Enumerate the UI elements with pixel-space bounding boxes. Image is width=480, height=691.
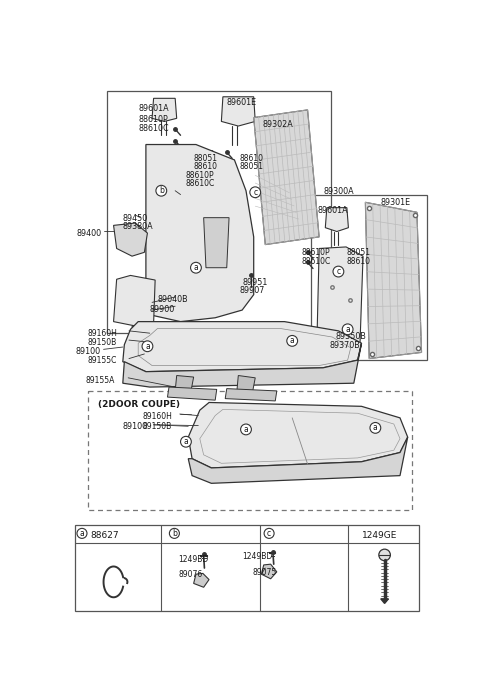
Text: 1249GE: 1249GE [361, 531, 397, 540]
Text: 89370B: 89370B [329, 341, 360, 350]
Circle shape [240, 424, 252, 435]
Text: 89150B: 89150B [87, 338, 117, 347]
Polygon shape [114, 276, 155, 328]
Circle shape [264, 529, 274, 538]
Circle shape [333, 266, 344, 277]
Polygon shape [262, 564, 277, 579]
Text: 89100: 89100 [123, 422, 148, 431]
Circle shape [379, 549, 390, 560]
Polygon shape [225, 388, 277, 401]
Circle shape [180, 436, 192, 447]
Text: 88051: 88051 [346, 249, 370, 258]
Circle shape [156, 185, 167, 196]
Circle shape [342, 324, 353, 334]
Text: a: a [193, 263, 198, 272]
Text: 89155C: 89155C [87, 355, 117, 364]
Bar [88, 391, 411, 510]
Circle shape [77, 529, 87, 538]
Text: 88610P: 88610P [186, 171, 215, 180]
Text: 88610C: 88610C [186, 179, 215, 188]
Text: 89550B: 89550B [336, 332, 366, 341]
Text: 1249BD: 1249BD [178, 555, 208, 564]
Polygon shape [325, 208, 348, 231]
Text: 89907: 89907 [240, 286, 265, 295]
Text: 89400: 89400 [77, 229, 102, 238]
Text: 89155A: 89155A [86, 375, 115, 384]
Polygon shape [193, 574, 209, 587]
Text: 88627: 88627 [90, 531, 119, 540]
Polygon shape [237, 375, 255, 394]
Text: 89601E: 89601E [227, 98, 257, 107]
Text: 89076: 89076 [178, 570, 203, 579]
Circle shape [191, 263, 201, 273]
Text: 88610C: 88610C [301, 257, 331, 266]
Polygon shape [188, 437, 408, 483]
Text: b: b [159, 186, 164, 196]
Text: 89300A: 89300A [323, 187, 354, 196]
Polygon shape [204, 218, 229, 267]
Polygon shape [175, 375, 193, 393]
Text: 89075: 89075 [252, 568, 277, 577]
Text: 89160H: 89160H [142, 413, 172, 422]
Text: 88610C: 88610C [138, 124, 169, 133]
Text: a: a [145, 342, 150, 351]
Polygon shape [317, 247, 363, 351]
Text: 89951: 89951 [242, 278, 267, 287]
Text: 89601A: 89601A [138, 104, 169, 113]
Text: 89301E: 89301E [381, 198, 411, 207]
Bar [75, 525, 419, 611]
Polygon shape [152, 98, 177, 122]
Text: 89380A: 89380A [122, 223, 153, 231]
Polygon shape [381, 599, 388, 603]
Polygon shape [365, 202, 421, 359]
Circle shape [142, 341, 153, 352]
Polygon shape [146, 144, 254, 321]
Polygon shape [123, 343, 361, 387]
Text: 89900: 89900 [150, 305, 175, 314]
Text: 89100: 89100 [75, 347, 100, 356]
Text: a: a [244, 425, 248, 434]
Text: 88610P: 88610P [138, 115, 168, 124]
Text: 89160H: 89160H [87, 330, 117, 339]
Circle shape [370, 422, 381, 433]
Polygon shape [221, 97, 255, 126]
Text: a: a [373, 424, 378, 433]
Text: a: a [80, 529, 84, 538]
Text: c: c [336, 267, 340, 276]
Text: 89450: 89450 [122, 214, 147, 223]
Text: 1249BD: 1249BD [243, 552, 273, 561]
Text: 88610: 88610 [193, 162, 217, 171]
Bar [108, 91, 331, 333]
Text: 88610: 88610 [346, 257, 370, 266]
Polygon shape [114, 223, 147, 256]
Text: (2DOOR COUPE): (2DOOR COUPE) [98, 400, 180, 409]
Text: 89040B: 89040B [157, 296, 188, 305]
Polygon shape [168, 387, 217, 400]
Text: a: a [345, 325, 350, 334]
Text: a: a [290, 337, 295, 346]
Text: 89150B: 89150B [142, 422, 171, 431]
Bar [312, 195, 427, 360]
Circle shape [250, 187, 261, 198]
Circle shape [287, 335, 298, 346]
Text: a: a [183, 437, 188, 446]
Polygon shape [188, 402, 408, 468]
Text: b: b [172, 529, 177, 538]
Text: 88610P: 88610P [301, 249, 330, 258]
Text: c: c [253, 188, 257, 197]
Circle shape [169, 529, 180, 538]
Text: 89302A: 89302A [263, 120, 294, 129]
Text: 89601A: 89601A [318, 206, 348, 215]
Polygon shape [123, 321, 361, 372]
Text: 88051: 88051 [239, 162, 263, 171]
Text: 88610: 88610 [239, 154, 263, 163]
Polygon shape [132, 326, 147, 337]
Polygon shape [254, 110, 319, 245]
Text: 88051: 88051 [193, 154, 217, 163]
Text: c: c [267, 529, 271, 538]
